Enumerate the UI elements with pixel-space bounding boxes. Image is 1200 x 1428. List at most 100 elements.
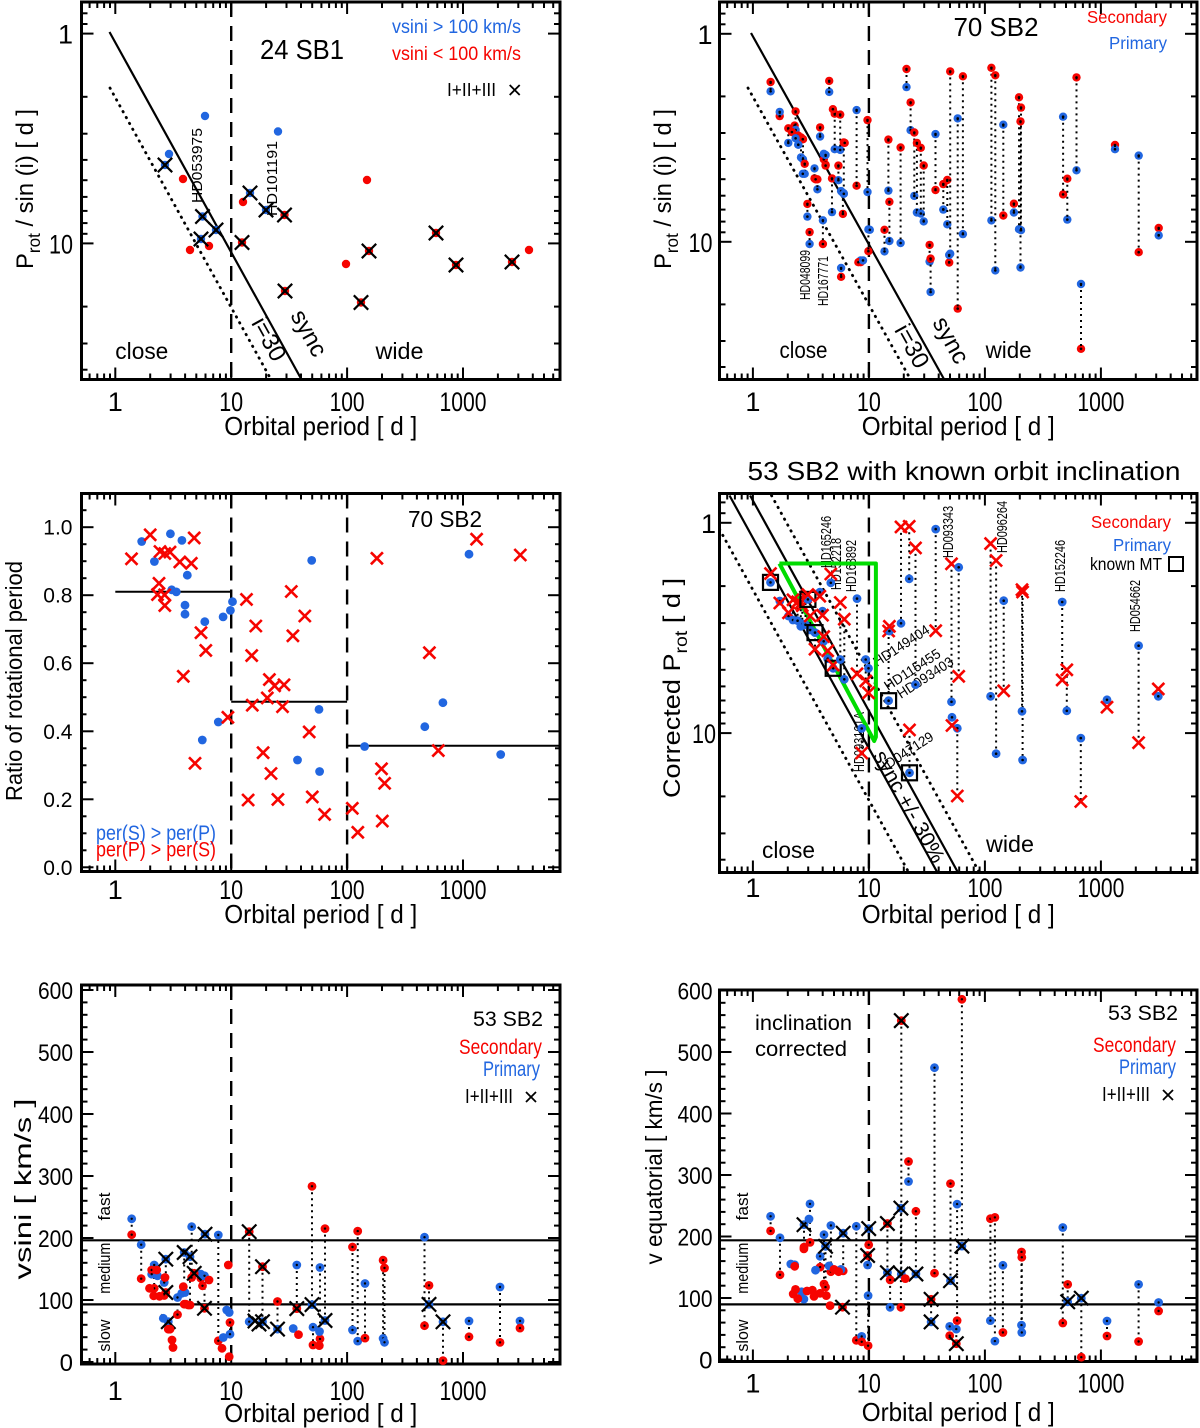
svg-text:fast: fast: [733, 1192, 752, 1220]
svg-text:known MT: known MT: [1090, 554, 1162, 574]
svg-text:v equatorial [ km/s ]: v equatorial [ km/s ]: [641, 1070, 667, 1265]
svg-text:vsini [ km/s ]: vsini [ km/s ]: [10, 1099, 36, 1280]
svg-text:100: 100: [330, 875, 365, 905]
svg-text:I+II+III: I+II+III: [1102, 1084, 1150, 1106]
svg-text:0: 0: [699, 1348, 712, 1375]
svg-text:HD167771: HD167771: [815, 256, 832, 306]
svg-text:1: 1: [108, 387, 123, 417]
svg-text:10: 10: [857, 387, 881, 417]
svg-text:1: 1: [745, 387, 760, 417]
svg-text:per(P) > per(S): per(P) > per(S): [96, 839, 216, 862]
svg-text:Prot / sin (i) [ d ]: Prot / sin (i) [ d ]: [650, 109, 682, 269]
svg-text:HD163892: HD163892: [843, 540, 860, 592]
svg-text:slow: slow: [95, 1319, 114, 1352]
svg-text:HD165246: HD165246: [818, 516, 835, 568]
svg-text:100: 100: [38, 1288, 73, 1315]
svg-text:10: 10: [689, 228, 713, 258]
svg-text:Orbital period [ d ]: Orbital period [ d ]: [862, 1397, 1055, 1427]
svg-text:1: 1: [701, 509, 716, 539]
svg-text:per(S) > per(P): per(S) > per(P): [96, 822, 216, 845]
svg-text:vsini < 100 km/s: vsini < 100 km/s: [392, 44, 521, 65]
svg-text:400: 400: [678, 1102, 713, 1129]
svg-text:600: 600: [678, 979, 713, 1006]
svg-text:medium: medium: [95, 1243, 114, 1294]
svg-text:slow: slow: [733, 1319, 752, 1352]
svg-text:inclination: inclination: [755, 1012, 852, 1035]
svg-text:1000: 1000: [440, 1376, 487, 1406]
svg-text:1: 1: [745, 1369, 760, 1399]
svg-text:10: 10: [857, 873, 881, 903]
svg-text:500: 500: [38, 1040, 73, 1067]
svg-text:1: 1: [58, 20, 73, 50]
svg-text:Primary: Primary: [1109, 33, 1167, 53]
svg-text:0.4: 0.4: [43, 721, 73, 744]
svg-text:300: 300: [38, 1164, 73, 1191]
svg-text:HD054662: HD054662: [1127, 580, 1144, 632]
svg-text:HD053975: HD053975: [189, 128, 206, 203]
svg-text:HD048099: HD048099: [797, 250, 814, 300]
svg-text:1000: 1000: [440, 875, 487, 905]
svg-text:HD096264: HD096264: [994, 501, 1011, 553]
svg-text:I+II+III: I+II+III: [465, 1086, 513, 1108]
svg-text:Ratio of rotational period: Ratio of rotational period: [1, 561, 27, 801]
svg-text:400: 400: [38, 1102, 73, 1129]
svg-text:HD152246: HD152246: [1052, 540, 1069, 592]
svg-text:Secondary: Secondary: [1091, 512, 1171, 532]
svg-text:1: 1: [697, 20, 712, 50]
svg-text:300: 300: [678, 1163, 713, 1190]
svg-text:10: 10: [49, 229, 73, 259]
svg-text:0.8: 0.8: [43, 585, 72, 608]
svg-text:Secondary: Secondary: [1087, 7, 1167, 27]
svg-text:wide: wide: [985, 337, 1032, 363]
svg-text:1: 1: [745, 873, 760, 903]
svg-text:53 SB2: 53 SB2: [1108, 1002, 1178, 1025]
svg-text:53 SB2: 53 SB2: [473, 1008, 543, 1031]
svg-text:vsini > 100 km/s: vsini > 100 km/s: [392, 17, 521, 38]
svg-text:1: 1: [108, 875, 123, 905]
svg-text:100: 100: [967, 1369, 1002, 1399]
svg-text:Corrected Prot [ d ]: Corrected Prot [ d ]: [659, 578, 691, 798]
svg-text:1.0: 1.0: [43, 517, 72, 540]
svg-text:HD101191: HD101191: [264, 141, 281, 216]
svg-text:Secondary: Secondary: [459, 1036, 542, 1059]
svg-text:I+II+III: I+II+III: [447, 80, 496, 100]
svg-text:1000: 1000: [1077, 387, 1124, 417]
svg-text:53 SB2 with known orbit inclin: 53 SB2 with known orbit inclination: [748, 456, 1181, 486]
svg-text:0: 0: [60, 1350, 73, 1377]
svg-text:100: 100: [967, 873, 1002, 903]
svg-text:HD093343: HD093343: [940, 506, 957, 558]
svg-text:10: 10: [857, 1369, 881, 1399]
svg-text:100: 100: [330, 1376, 365, 1406]
svg-text:0.6: 0.6: [43, 653, 72, 676]
svg-text:200: 200: [678, 1225, 713, 1252]
svg-text:medium: medium: [733, 1243, 752, 1294]
svg-text:500: 500: [678, 1040, 713, 1067]
svg-text:10: 10: [219, 1376, 243, 1406]
svg-text:corrected: corrected: [755, 1038, 847, 1061]
svg-text:100: 100: [678, 1286, 713, 1313]
svg-text:100: 100: [330, 387, 365, 417]
svg-text:100: 100: [967, 387, 1002, 417]
svg-text:close: close: [780, 337, 828, 363]
svg-text:10: 10: [219, 875, 243, 905]
svg-text:0.2: 0.2: [43, 789, 72, 812]
svg-text:Orbital period [ d ]: Orbital period [ d ]: [224, 899, 417, 929]
svg-text:70 SB2: 70 SB2: [954, 12, 1039, 42]
svg-text:600: 600: [38, 978, 73, 1005]
svg-text:200: 200: [38, 1226, 73, 1253]
svg-text:10: 10: [692, 719, 716, 749]
svg-text:Orbital period [ d ]: Orbital period [ d ]: [862, 411, 1055, 441]
svg-text:close: close: [115, 338, 168, 364]
svg-text:70 SB2: 70 SB2: [408, 506, 482, 532]
svg-text:fast: fast: [95, 1192, 114, 1220]
svg-text:1000: 1000: [1077, 1369, 1124, 1399]
svg-text:Orbital period [ d ]: Orbital period [ d ]: [224, 1398, 417, 1428]
svg-text:Secondary: Secondary: [1093, 1034, 1176, 1057]
svg-text:wide: wide: [985, 831, 1034, 857]
svg-text:1000: 1000: [1077, 873, 1124, 903]
svg-text:24 SB1: 24 SB1: [260, 34, 344, 65]
svg-text:Primary: Primary: [483, 1058, 540, 1081]
svg-text:close: close: [762, 837, 815, 863]
svg-text:Primary: Primary: [1119, 1056, 1176, 1079]
svg-text:10: 10: [219, 387, 243, 417]
